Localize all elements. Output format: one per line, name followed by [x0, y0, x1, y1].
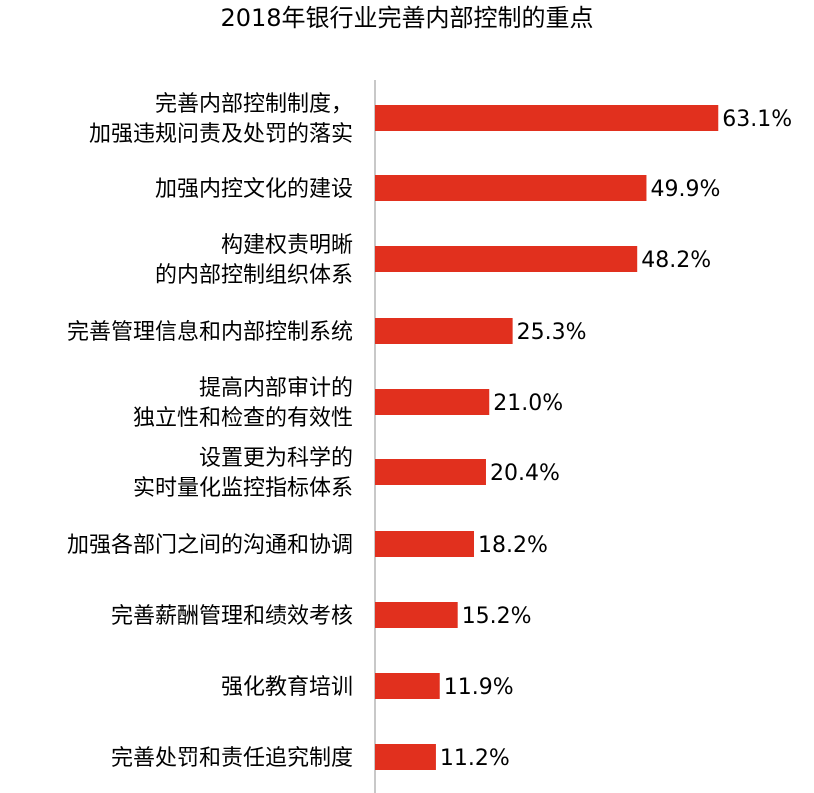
value-label-1: 49.9% [650, 177, 720, 202]
bar-1 [375, 175, 647, 201]
value-label-8: 11.9% [444, 675, 514, 700]
value-label-6: 18.2% [478, 533, 548, 558]
category-label-5-line-1: 实时量化监控指标体系 [133, 476, 353, 501]
category-labels-group: 完善内部控制制度， 加强违规问责及处罚的落实加强内控文化的建设构建权责明晰的内部控… [67, 92, 353, 771]
category-label-3-line-0: 完善管理信息和内部控制系统 [67, 320, 353, 345]
category-label-8-line-0: 强化教育培训 [221, 675, 353, 700]
value-labels-group: 63.1% 49.9% 48.2% 25.3% 21.0% 20.4% 18.2% 15.2%… [440, 107, 792, 771]
bar-0 [375, 105, 719, 131]
category-label-7-line-0: 完善薪酬管理和绩效考核 [111, 604, 353, 629]
category-label-0-line-0: 完善内部控制制度， [155, 92, 353, 117]
bar-5 [375, 459, 486, 485]
bars-group [375, 105, 719, 770]
category-label-5-line-0: 设置更为科学的 [199, 446, 353, 471]
bar-4 [375, 389, 490, 415]
bar-9 [375, 744, 436, 770]
value-label-2: 48.2% [641, 248, 711, 273]
bar-6 [375, 531, 475, 557]
value-label-5: 20.4% [490, 461, 560, 486]
category-label-0-line-1: 加强违规问责及处罚的落实 [89, 122, 353, 147]
value-label-4: 21.0% [493, 391, 563, 416]
value-label-9: 11.2% [440, 746, 510, 771]
value-label-7: 15.2% [462, 604, 532, 629]
category-label-4-line-1: 独立性和检查的有效性 [133, 406, 353, 431]
value-label-3: 25.3% [517, 320, 587, 345]
bar-3 [375, 318, 513, 344]
bar-7 [375, 602, 458, 628]
category-label-2-line-0: 构建权责明晰 [221, 233, 353, 258]
category-label-6-line-0: 加强各部门之间的沟通和协调 [67, 533, 353, 558]
bar-8 [375, 673, 440, 699]
category-label-9-line-0: 完善处罚和责任追究制度 [111, 746, 353, 771]
bar-2 [375, 246, 638, 272]
value-label-0: 63.1% [722, 107, 792, 132]
category-label-4-line-0: 提高内部审计的 [199, 376, 353, 401]
category-label-1-line-0: 加强内控文化的建设 [155, 177, 353, 202]
chart-title: 2018年银行业完善内部控制的重点 [220, 4, 593, 32]
category-label-2-line-1: 的内部控制组织体系 [155, 263, 353, 288]
